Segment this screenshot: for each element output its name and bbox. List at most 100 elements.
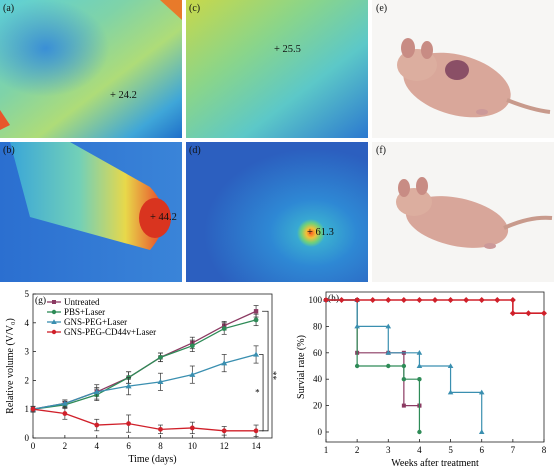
y-tick-label: 0 (318, 427, 323, 437)
data-point (385, 297, 392, 303)
significance-bracket (262, 310, 269, 432)
data-point (338, 297, 345, 303)
x-tick-label: 8 (542, 445, 547, 455)
significance-bracket (259, 354, 264, 432)
legend-marker (51, 319, 57, 324)
legend-label: GNS-PEG-CD44v+Laser (64, 327, 156, 337)
data-point (221, 428, 227, 434)
data-point (221, 360, 228, 366)
temperature-d: + 61.3 (307, 227, 334, 238)
x-tick-label: 1 (324, 445, 329, 455)
y-tick-label: 2 (25, 375, 30, 385)
x-axis-label: Weeks after treatment (391, 458, 479, 469)
plot-frame (32, 293, 273, 439)
y-axis-label: Relative volume (V/V₀) (5, 318, 16, 414)
x-tick-label: 0 (31, 441, 36, 451)
mouse-e-svg (372, 0, 554, 138)
x-tick-label: 7 (511, 445, 516, 455)
temperature-a: + 24.2 (110, 90, 137, 101)
data-point (478, 389, 485, 395)
data-point (253, 309, 259, 314)
thermal-d-svg (186, 142, 368, 282)
data-point (416, 297, 423, 303)
panel-label-g: (g) (35, 295, 46, 306)
data-point (386, 363, 391, 369)
y-tick-label: 80 (313, 321, 323, 331)
data-point (253, 351, 260, 357)
data-point (417, 429, 422, 435)
x-tick-label: 6 (126, 441, 131, 451)
data-point (541, 310, 547, 317)
data-point (401, 377, 407, 382)
data-point (369, 297, 376, 303)
data-point (323, 297, 329, 303)
series-line (32, 408, 257, 432)
x-tick-label: 10 (188, 441, 198, 451)
data-point (62, 411, 68, 416)
x-tick-label: 12 (220, 441, 229, 451)
legend-marker (51, 329, 57, 335)
data-point (189, 371, 196, 377)
data-point (416, 363, 423, 368)
thermal-b-svg (0, 142, 182, 282)
thermal-image-c: (c) + 25.5 (186, 0, 368, 138)
x-tick-label: 5 (448, 445, 453, 455)
data-point (478, 429, 485, 434)
y-tick-label: 0 (25, 433, 30, 443)
data-point (401, 403, 406, 408)
legend-marker (51, 309, 57, 315)
panel-label-b: (b) (3, 145, 15, 156)
data-point (447, 297, 454, 303)
significance-label: * (255, 388, 260, 398)
panel-label-e: (e) (376, 3, 388, 14)
data-point (478, 297, 485, 303)
y-tick-label: 1 (25, 404, 30, 414)
thermal-image-b: (b) + 44.2 (0, 142, 182, 282)
thermal-c-svg (186, 0, 368, 138)
panel-label-h: (h) (328, 293, 339, 304)
x-tick-label: 6 (479, 445, 484, 455)
data-point (509, 297, 516, 303)
panel-label-f: (f) (376, 145, 386, 156)
significance-label: ** (268, 371, 278, 381)
data-point (30, 406, 36, 412)
data-point (416, 350, 423, 355)
x-tick-label: 8 (158, 441, 163, 451)
data-point (525, 310, 532, 317)
data-point (125, 383, 132, 389)
data-point (126, 421, 131, 426)
data-point (463, 297, 470, 303)
data-point (401, 363, 407, 369)
y-tick-label: 5 (25, 289, 30, 299)
legend-label: Untreated (64, 297, 100, 307)
data-point (385, 323, 392, 329)
temperature-b: + 44.2 (150, 212, 177, 223)
data-point (158, 426, 163, 432)
data-point (157, 378, 164, 385)
series-line (32, 353, 257, 410)
data-point (447, 363, 454, 368)
x-tick-label: 2 (355, 445, 360, 455)
data-point (385, 350, 392, 355)
temperature-c: + 25.5 (274, 44, 301, 55)
y-tick-label: 20 (313, 401, 323, 411)
x-tick-label: 2 (63, 441, 68, 451)
data-point (221, 326, 227, 331)
data-point (494, 297, 501, 303)
series-line (326, 299, 544, 315)
legend-label: GNS-PEG+Laser (64, 317, 127, 327)
data-point (61, 400, 68, 406)
panel-label-d: (d) (189, 145, 201, 156)
data-point (400, 297, 407, 303)
y-tick-label: 3 (25, 347, 30, 357)
mouse-photo-f: (f) (372, 142, 554, 282)
data-point (354, 297, 361, 303)
x-axis-label: Time (days) (128, 454, 176, 465)
data-point (447, 389, 454, 395)
legend-marker (52, 300, 56, 304)
y-tick-label: 60 (313, 348, 323, 358)
data-point (509, 310, 516, 317)
